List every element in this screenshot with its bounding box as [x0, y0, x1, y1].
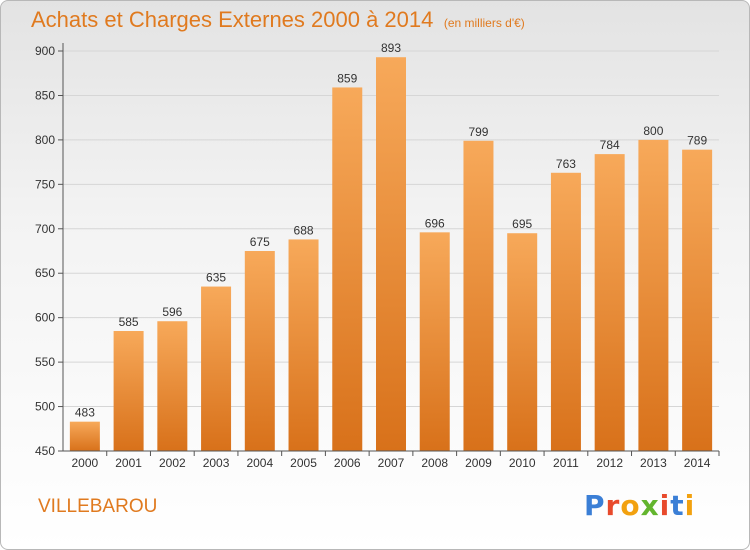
bar	[244, 251, 275, 451]
logo-letter: t	[670, 489, 685, 522]
x-tick-label: 2014	[684, 456, 711, 470]
commune-name: VILLEBAROU	[38, 496, 158, 517]
bar	[419, 232, 450, 451]
bar-value-label: 763	[556, 157, 576, 171]
bar	[69, 421, 100, 451]
bar	[288, 239, 319, 451]
y-tick-label: 800	[35, 133, 55, 147]
logo-letter: x	[640, 489, 660, 522]
bar	[157, 321, 188, 451]
bar	[682, 149, 713, 451]
x-tick-label: 2000	[72, 456, 99, 470]
bar-value-label: 893	[381, 41, 401, 55]
bar-value-label: 688	[294, 223, 314, 237]
logo-letter: i	[684, 489, 696, 522]
bar	[638, 139, 669, 451]
x-tick-label: 2007	[378, 456, 405, 470]
y-tick-label: 500	[35, 400, 55, 414]
bar-value-label: 635	[206, 271, 226, 285]
bar-value-label: 585	[119, 315, 139, 329]
bar	[201, 286, 232, 451]
y-tick-label: 850	[35, 88, 55, 102]
bar-value-label: 675	[250, 235, 270, 249]
y-tick-label: 900	[35, 44, 55, 58]
y-tick-label: 700	[35, 222, 55, 236]
bar	[376, 57, 406, 451]
bar-value-label: 800	[643, 124, 663, 138]
x-tick-label: 2003	[203, 456, 230, 470]
logo-letter: i	[659, 489, 671, 522]
y-tick-label: 750	[35, 177, 55, 191]
x-tick-label: 2011	[553, 456, 579, 470]
x-tick-label: 2009	[465, 456, 492, 470]
proxiti-logo: Proxiti	[584, 489, 695, 522]
x-tick-label: 2008	[421, 456, 448, 470]
x-tick-label: 2010	[509, 456, 536, 470]
x-tick-label: 2004	[246, 456, 273, 470]
bar-value-label: 696	[425, 216, 445, 230]
x-tick-label: 2001	[115, 456, 142, 470]
bar	[463, 140, 494, 451]
logo-letter: P	[584, 489, 606, 522]
logo-letter: r	[605, 489, 621, 522]
x-tick-label: 2013	[640, 456, 667, 470]
y-tick-label: 600	[35, 311, 55, 325]
x-tick-label: 2005	[290, 456, 317, 470]
bar	[332, 87, 363, 451]
bar-value-label: 859	[337, 71, 357, 85]
bar-value-label: 799	[468, 125, 488, 139]
axes: 450 500 550 600 650 700 750 800 850 900 2000 2001 20…	[35, 43, 720, 470]
bar	[507, 233, 538, 451]
x-tick-label: 2006	[334, 456, 361, 470]
logo-letter: o	[620, 489, 641, 522]
bar	[594, 154, 625, 451]
bar-value-label: 789	[687, 134, 707, 148]
y-tick-label: 450	[35, 444, 55, 458]
bar-value-label: 784	[600, 138, 620, 152]
chart-subtitle: (en milliers d'€)	[443, 16, 525, 30]
bar	[550, 172, 581, 451]
x-tick-label: 2012	[596, 456, 623, 470]
x-tick-label: 2002	[159, 456, 186, 470]
y-tick-label: 650	[35, 266, 55, 280]
bars: 483 585 596 635 675 688 859 893 696 799 695 763 784 8…	[69, 41, 713, 451]
y-tick-label: 550	[35, 355, 55, 369]
bar-value-label: 596	[162, 305, 182, 319]
chart-title-block: Achats et Charges Externes 2000 à 2014 (…	[31, 7, 525, 33]
bar-value-label: 483	[75, 406, 95, 420]
bar	[113, 331, 144, 451]
chart-title: Achats et Charges Externes 2000 à 2014	[31, 7, 434, 32]
bar-value-label: 695	[512, 217, 532, 231]
